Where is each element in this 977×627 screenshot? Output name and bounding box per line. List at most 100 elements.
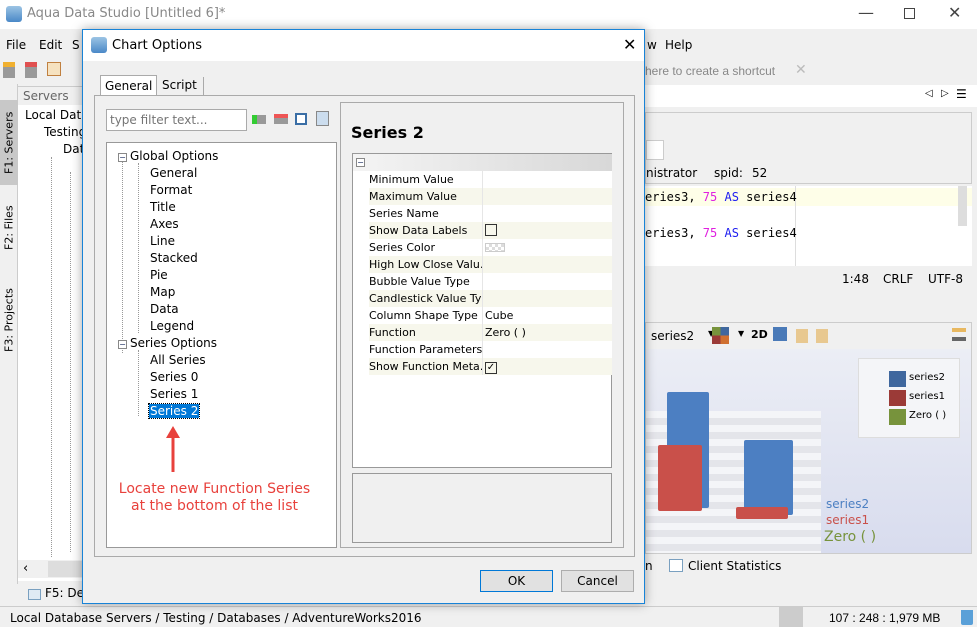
minimize-button[interactable]: — — [858, 3, 874, 22]
tab-general[interactable]: General — [100, 75, 157, 96]
tab-script[interactable]: Script — [157, 77, 204, 96]
property-row[interactable]: Function Parameters — [369, 341, 612, 358]
grid-icon[interactable] — [47, 62, 61, 76]
tree-guide-line — [51, 157, 52, 557]
tree-item-legend[interactable]: Legend — [150, 319, 195, 333]
tree-series-1[interactable]: Series 1 — [150, 387, 199, 401]
connection-field[interactable] — [646, 140, 664, 160]
tree-series-2-selected[interactable]: Series 2 — [147, 403, 201, 419]
tree-item-local[interactable]: Local Datab — [25, 108, 82, 122]
tab-next-icon[interactable]: ▷ — [941, 88, 949, 99]
encoding-select[interactable]: UTF-8 — [928, 272, 963, 286]
bottom-tab-details[interactable]: F5: Det — [45, 586, 89, 600]
tree-item-stacked[interactable]: Stacked — [150, 251, 198, 265]
checkbox[interactable] — [485, 224, 497, 236]
line-ending-select[interactable]: CRLF — [883, 272, 914, 286]
property-row[interactable]: Candlestick Value Type — [369, 290, 612, 307]
menu-edit[interactable]: Edit — [39, 38, 63, 52]
filter-input[interactable] — [106, 109, 247, 131]
tree-item-pie[interactable]: Pie — [150, 268, 168, 282]
tree-item-testing[interactable]: Testing — [44, 125, 82, 139]
menu-window[interactable]: w — [647, 38, 657, 52]
property-value[interactable] — [482, 341, 612, 358]
remove-server-icon[interactable] — [25, 62, 37, 78]
legend-series2: series2 — [909, 372, 945, 383]
chart-size-icon[interactable] — [773, 327, 787, 341]
trash-icon[interactable] — [961, 610, 973, 625]
property-row[interactable]: Column Shape Type Cube — [369, 307, 612, 324]
property-value[interactable]: ✓ — [482, 358, 612, 375]
property-name: Maximum Value — [369, 190, 457, 203]
tree-series-options[interactable]: Series Options — [130, 336, 218, 350]
checkbox[interactable]: ✓ — [485, 362, 497, 374]
property-row[interactable]: Maximum Value — [369, 188, 612, 205]
property-value[interactable] — [482, 239, 612, 256]
property-row[interactable]: High Low Close Valu… — [369, 256, 612, 273]
property-value[interactable] — [482, 290, 612, 307]
tab-prev-icon[interactable]: ◁ — [925, 88, 933, 99]
chart-type-icon[interactable] — [712, 327, 729, 344]
add-icon[interactable] — [252, 115, 266, 124]
tree-item-line[interactable]: Line — [150, 234, 176, 248]
tab-list-icon[interactable]: ☰ — [956, 87, 967, 101]
close-button[interactable]: ✕ — [948, 3, 962, 22]
sql-editor[interactable]: eries3, 75 AS series4 eries3, 75 AS seri… — [645, 186, 972, 266]
tree-item-title[interactable]: Title — [150, 200, 176, 214]
chart-toolbar: series2 ▼ ▼ 2D — [646, 323, 971, 349]
tree-item-format[interactable]: Format — [150, 183, 193, 197]
property-value[interactable]: Zero ( ) — [482, 324, 612, 341]
chart-data-icon[interactable] — [816, 329, 828, 343]
property-row[interactable]: Bubble Value Type — [369, 273, 612, 290]
property-value[interactable] — [482, 273, 612, 290]
property-value[interactable]: Cube — [482, 307, 612, 324]
side-tab-projects[interactable]: F3: Projects — [2, 288, 16, 352]
tree-all-series[interactable]: All Series — [150, 353, 206, 367]
property-value[interactable] — [482, 188, 612, 205]
add-server-icon[interactable] — [3, 62, 15, 78]
save-icon[interactable] — [295, 113, 307, 125]
chart-legend-icon[interactable] — [952, 328, 966, 341]
bar-series1-cat1 — [658, 445, 702, 511]
axis-label-series1: series1 — [826, 513, 870, 527]
maximize-button[interactable] — [904, 8, 915, 19]
property-value[interactable] — [482, 205, 612, 222]
tree-item-general[interactable]: General — [150, 166, 198, 180]
axis-label-series2: series2 — [826, 497, 870, 511]
property-row[interactable]: Function Zero ( ) — [369, 324, 612, 341]
tab-client-statistics[interactable]: Client Statistics — [688, 559, 782, 573]
property-row[interactable]: Series Name — [369, 205, 612, 222]
close-shortcut-icon[interactable]: ✕ — [795, 62, 807, 78]
dialog-close-button[interactable]: ✕ — [623, 35, 637, 54]
menu-file[interactable]: File — [6, 38, 27, 52]
property-value[interactable] — [482, 222, 612, 239]
side-tab-servers[interactable]: F1: Servers — [0, 100, 18, 185]
editor-scrollbar[interactable] — [958, 186, 967, 226]
tree-item-axes[interactable]: Axes — [150, 217, 179, 231]
toggle-2d-button[interactable]: 2D — [751, 328, 768, 341]
horizontal-scrollbar[interactable]: ‹ — [18, 560, 82, 578]
tree-item-map[interactable]: Map — [150, 285, 176, 299]
import-icon[interactable] — [316, 111, 329, 126]
property-row[interactable]: Show Function Meta… ✓ — [369, 358, 612, 375]
property-row[interactable]: Series Color — [369, 239, 612, 256]
ok-button[interactable]: OK — [480, 570, 553, 592]
menu-s[interactable]: S — [72, 38, 80, 52]
tree-item-databases[interactable]: Dat — [63, 142, 82, 156]
remove-icon[interactable] — [274, 114, 288, 124]
tree-item-data[interactable]: Data — [150, 302, 179, 316]
property-row[interactable]: Show Data Labels — [369, 222, 612, 239]
tree-series-0[interactable]: Series 0 — [150, 370, 199, 384]
property-value[interactable] — [482, 171, 612, 188]
color-swatch[interactable] — [485, 243, 505, 252]
chart-export-icon[interactable] — [796, 329, 808, 343]
collapse-group-icon[interactable]: − — [356, 158, 365, 167]
tree-global-options[interactable]: Global Options — [130, 149, 219, 163]
cancel-button[interactable]: Cancel — [561, 570, 634, 592]
series-select[interactable]: series2 — [651, 329, 695, 343]
tree-guide-line — [70, 172, 71, 552]
result-tab[interactable]: n — [645, 559, 653, 573]
property-row[interactable]: Minimum Value — [369, 171, 612, 188]
side-tab-files[interactable]: F2: Files — [2, 205, 16, 250]
property-value[interactable] — [482, 256, 612, 273]
menu-help[interactable]: Help — [665, 38, 693, 52]
